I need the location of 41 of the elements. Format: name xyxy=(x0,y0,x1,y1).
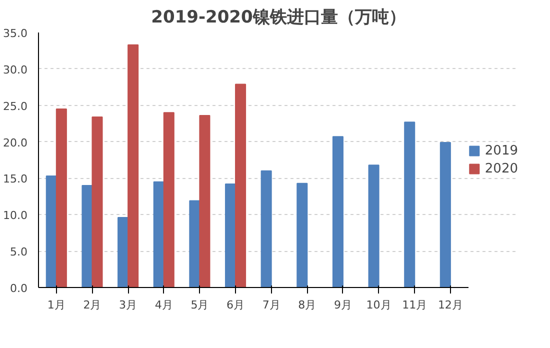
x-tick-label: 9月 xyxy=(334,298,352,312)
x-tick-label: 5月 xyxy=(190,298,209,312)
x-tick-label: 12月 xyxy=(438,298,463,312)
x-tick-label: 4月 xyxy=(154,298,173,312)
bar xyxy=(163,112,174,288)
bar xyxy=(118,217,129,288)
bar xyxy=(92,116,103,288)
bar xyxy=(260,170,272,288)
y-tick-label: 25.0 xyxy=(3,100,28,113)
bar xyxy=(332,136,344,288)
x-tick-label: 7月 xyxy=(262,298,280,312)
bar xyxy=(46,176,57,288)
bar xyxy=(235,84,246,288)
bar xyxy=(82,185,93,288)
legend-label: 2019 xyxy=(484,143,518,158)
y-tick-label: 10.0 xyxy=(3,209,28,222)
x-tick-label: 1月 xyxy=(47,298,66,312)
x-tick-label: 6月 xyxy=(226,298,245,312)
x-tick-label: 10月 xyxy=(366,298,392,312)
bar xyxy=(189,200,200,288)
x-tick-label: 11月 xyxy=(402,298,428,312)
bar xyxy=(224,184,236,288)
bar xyxy=(199,115,210,288)
x-tick-label: 8月 xyxy=(298,298,316,312)
x-tick-label: 2月 xyxy=(83,298,102,312)
y-tick-label: 35.0 xyxy=(3,27,28,40)
bar xyxy=(404,122,416,288)
x-tick-label: 3月 xyxy=(119,298,138,312)
y-tick-label: 0.0 xyxy=(10,282,28,295)
y-tick-label: 5.0 xyxy=(10,246,28,259)
y-tick-label: 20.0 xyxy=(3,136,28,150)
y-tick-label: 15.0 xyxy=(3,172,28,186)
bar xyxy=(368,164,380,288)
bar xyxy=(296,182,308,288)
bar xyxy=(440,142,451,288)
y-tick-label: 30.0 xyxy=(3,63,28,76)
chart-title: 2019-2020镍铁进口量（万吨） xyxy=(151,8,406,28)
legend-label: 2020 xyxy=(484,161,518,176)
bar xyxy=(128,44,139,288)
bar xyxy=(56,108,67,288)
bar xyxy=(153,181,164,288)
